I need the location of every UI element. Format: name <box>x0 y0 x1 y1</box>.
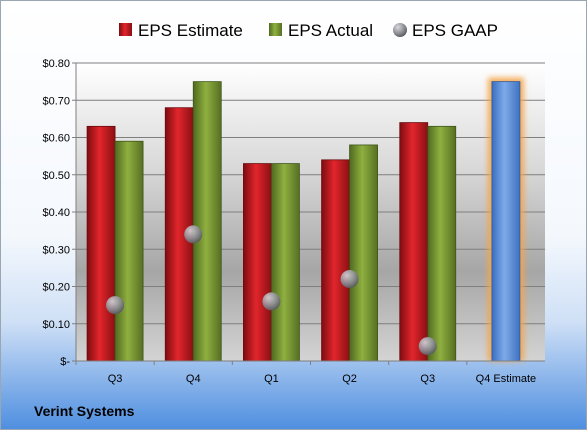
bar-q4-estimate <box>491 81 521 362</box>
x-category-label: Q3 <box>420 373 435 385</box>
y-tick-label: $0.30 <box>42 244 70 256</box>
point-eps-gaap <box>262 292 281 311</box>
bar-eps-estimate <box>86 125 116 362</box>
bar-eps-actual <box>427 125 457 362</box>
legend-swatch-gaap <box>393 23 407 37</box>
point-eps-gaap <box>184 225 203 244</box>
y-tick-label: $0.60 <box>42 133 70 145</box>
company-name: Verint Systems <box>34 403 135 419</box>
y-tick-label: $0.20 <box>42 282 70 294</box>
point-eps-gaap <box>340 270 359 289</box>
y-tick-label: $0.40 <box>42 207 70 219</box>
x-category-label: Q1 <box>264 373 279 385</box>
bar-eps-actual <box>114 140 144 362</box>
x-category-label: Q3 <box>108 373 123 385</box>
y-tick-label: $0.80 <box>42 58 70 70</box>
y-tick-label: $- <box>60 356 70 368</box>
bar-eps-actual <box>192 81 222 362</box>
bar-eps-estimate <box>243 163 272 362</box>
legend-swatch-actual <box>269 23 282 36</box>
point-eps-gaap <box>106 296 125 315</box>
legend-label: EPS Estimate <box>138 21 243 40</box>
y-tick-label: $0.50 <box>42 170 70 182</box>
legend-label: EPS GAAP <box>412 21 498 40</box>
bar-eps-estimate <box>399 122 429 362</box>
point-eps-gaap <box>418 337 437 356</box>
legend-label: EPS Actual <box>288 21 373 40</box>
bars <box>86 77 524 362</box>
x-category-label: Q4 <box>186 373 201 385</box>
bar-eps-estimate <box>321 159 350 362</box>
y-tick-label: $0.10 <box>42 319 70 331</box>
legend: EPS Estimate EPS Actual EPS GAAP <box>119 21 498 40</box>
bar-eps-actual <box>349 144 378 362</box>
bar-eps-actual <box>271 163 300 362</box>
x-category-label: Q2 <box>342 373 357 385</box>
legend-swatch-estimate <box>119 23 132 36</box>
y-tick-label: $0.70 <box>42 95 70 107</box>
axes: $- $0.10 $0.20 $0.30 $0.40 $0.50 $0.60 $0.70 $0.… <box>42 58 545 385</box>
x-category-label: Q4 Estimate <box>476 373 537 385</box>
